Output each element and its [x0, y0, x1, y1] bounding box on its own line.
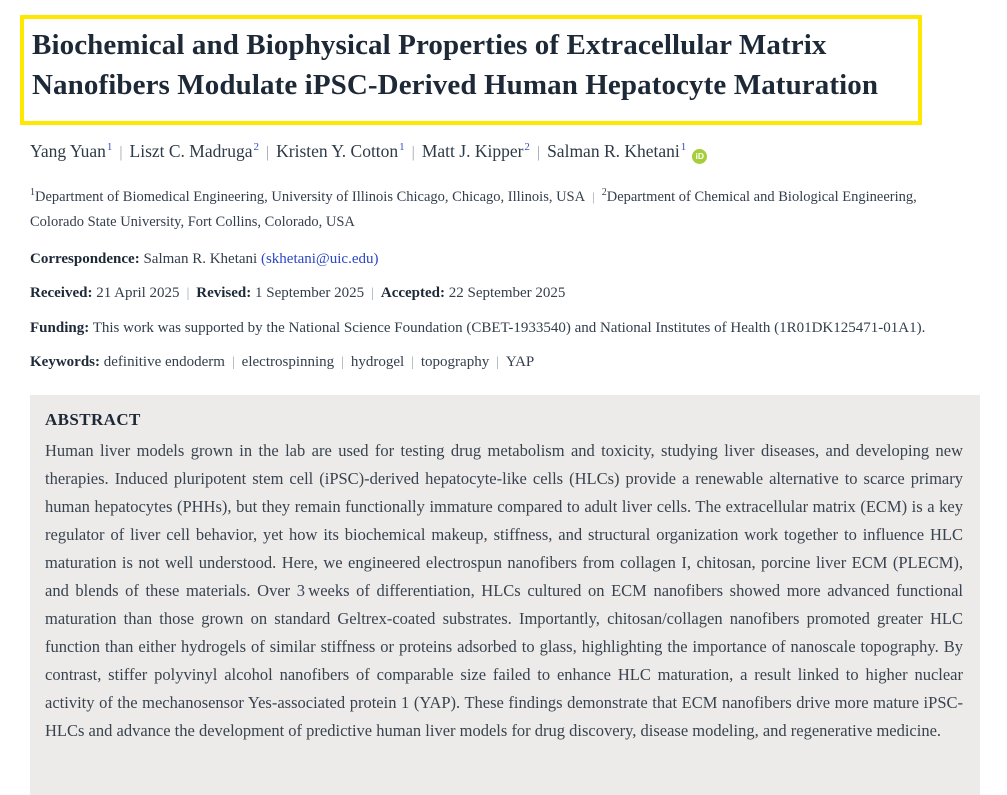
pipe-separator: |: [265, 144, 270, 162]
author-affiliation-superscript: 2: [253, 141, 259, 154]
pipe-separator: |: [341, 354, 344, 370]
article-title-highlight-box: Biochemical and Biophysical Properties o…: [20, 15, 922, 126]
pipe-separator: |: [119, 144, 123, 162]
date-value: 22 September 2025: [448, 285, 566, 302]
date-label: Accepted:: [380, 285, 446, 302]
pipe-separator: |: [371, 285, 374, 301]
pipe-separator: |: [592, 188, 595, 204]
pipe-separator: |: [496, 354, 499, 370]
keywords-label: Keywords:: [30, 354, 100, 371]
pipe-separator: |: [231, 354, 235, 370]
affiliation-text: Department of Chemical and Biological En…: [30, 188, 917, 230]
author-name: Liszt C. Madruga2: [129, 141, 259, 162]
pipe-separator: |: [186, 285, 190, 301]
affiliation-superscript: 1: [30, 187, 35, 199]
abstract-section: ABSTRACT Human liver models grown in the…: [30, 394, 980, 795]
affiliations: 1Department of Biomedical Engineering, U…: [30, 184, 952, 235]
author-list: Yang Yuan1 | Liszt C. Madruga2 | Kristen Y. …: [30, 141, 977, 165]
correspondence-line: Correspondence: Salman R. Khetani (skhet…: [30, 250, 977, 270]
date-label: Revised:: [196, 285, 252, 302]
affiliation-text: Department of Biomedical Engineering, Un…: [35, 188, 586, 205]
pipe-separator: |: [411, 144, 415, 162]
keyword: definitive endoderm: [103, 354, 225, 371]
keyword: hydrogel: [350, 354, 405, 371]
pipe-separator: |: [536, 144, 541, 162]
correspondence-label: Correspondence:: [30, 250, 140, 267]
affiliation-superscript: 2: [601, 187, 607, 199]
date-value: 21 April 2025: [96, 285, 180, 302]
funding-label: Funding:: [30, 319, 90, 336]
pipe-separator: |: [411, 354, 414, 370]
orcid-icon[interactable]: iD: [692, 149, 708, 165]
article-title: Biochemical and Biophysical Properties o…: [32, 29, 879, 102]
keyword: electrospinning: [241, 354, 335, 371]
funding-line: Funding: This work was supported by the …: [30, 319, 977, 339]
author-affiliation-superscript: 1: [680, 141, 687, 154]
correspondence-name: Salman R. Khetani: [143, 250, 258, 267]
keyword: YAP: [505, 354, 535, 371]
abstract-heading: ABSTRACT: [45, 409, 141, 429]
date-label: Received:: [30, 285, 93, 302]
article-header-page: Biochemical and Biophysical Properties o…: [0, 15, 1007, 795]
author-affiliation-superscript: 1: [106, 141, 113, 154]
correspondence-email-link[interactable]: (skhetani@uic.edu): [260, 250, 379, 267]
funding-text: This work was supported by the National …: [92, 319, 926, 336]
author-affiliation-superscript: 1: [399, 141, 405, 154]
date-value: 1 September 2025: [255, 285, 365, 302]
keyword: topography: [420, 354, 490, 371]
author-affiliation-superscript: 2: [524, 141, 530, 154]
history-dates-line: Received: 21 April 2025 | Revised: 1 Septe…: [30, 284, 977, 304]
author-name: Matt J. Kipper2: [421, 141, 530, 162]
author-name: Yang Yuan1: [30, 141, 113, 162]
author-name: Salman R. Khetani1: [547, 141, 687, 162]
author-name: Kristen Y. Cotton1: [276, 141, 405, 162]
keywords-line: Keywords: definitive endoderm | electrospi…: [30, 353, 977, 373]
abstract-text: Human liver models grown in the lab are …: [45, 440, 963, 741]
